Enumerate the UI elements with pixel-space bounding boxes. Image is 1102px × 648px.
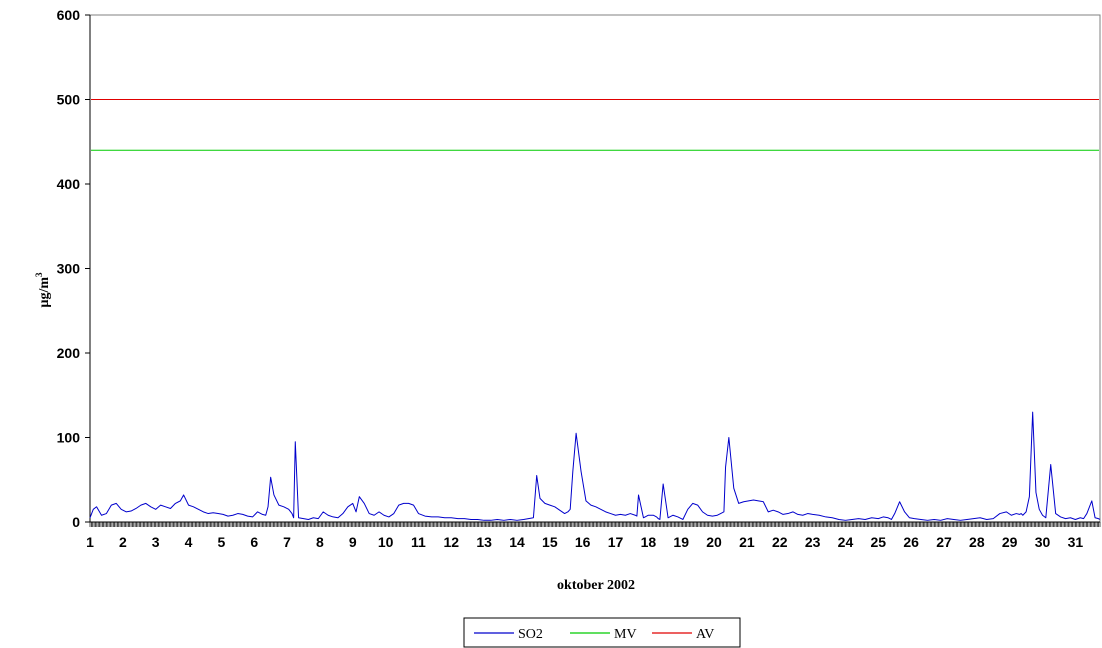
y-axis-label-main: µg/m (37, 277, 52, 308)
x-tick-label: 22 (772, 534, 788, 550)
x-tick-label: 17 (608, 534, 624, 550)
x-tick-label: 30 (1035, 534, 1051, 550)
x-tick-label: 25 (871, 534, 887, 550)
x-tick-label: 3 (152, 534, 160, 550)
series-line-so2 (89, 411, 1101, 521)
x-tick-label: 28 (969, 534, 985, 550)
x-tick-label: 15 (542, 534, 558, 550)
series-layer (89, 99, 1101, 521)
legend: SO2 MV AV (463, 617, 741, 648)
x-tick-label: 21 (739, 534, 755, 550)
x-tick-label: 6 (250, 534, 258, 550)
x-tick-label: 5 (217, 534, 225, 550)
x-axis-ticks: 1 2 3 4 5 6 7 8 9 10 11 12 13 14 15 16 17 18 19 20 21 22 23 24 2… (86, 521, 1101, 550)
y-tick-label: 600 (57, 7, 81, 23)
x-tick-label: 23 (805, 534, 821, 550)
x-tick-label: 1 (86, 534, 94, 550)
y-tick-label: 200 (57, 345, 81, 361)
x-axis-label: oktober 2002 (557, 578, 635, 593)
y-tick-label: 0 (72, 514, 80, 530)
y-tick-label: 100 (57, 430, 81, 446)
plot-border (89, 14, 1101, 523)
y-axis-label: µg/m3 (34, 272, 52, 308)
y-axis-label-superscript: 3 (34, 272, 44, 277)
x-minor-ticks (89, 522, 1101, 527)
y-tick-label: 400 (57, 176, 81, 192)
x-tick-label: 24 (838, 534, 854, 550)
x-tick-label: 7 (283, 534, 291, 550)
legend-label-av: AV (696, 627, 714, 642)
x-tick-label: 8 (316, 534, 324, 550)
y-tick-label: 500 (57, 92, 81, 108)
x-tick-label: 4 (185, 534, 193, 550)
x-tick-label: 12 (444, 534, 460, 550)
x-tick-label: 14 (509, 534, 525, 550)
legend-label-mv: MV (614, 627, 637, 642)
x-tick-label: 29 (1002, 534, 1018, 550)
x-tick-label: 2 (119, 534, 127, 550)
x-tick-label: 27 (936, 534, 952, 550)
y-axis-ticks: 0 100 200 300 400 500 600 (57, 7, 91, 530)
x-tick-label: 19 (673, 534, 689, 550)
x-tick-label: 18 (641, 534, 657, 550)
x-tick-label: 11 (411, 534, 426, 550)
plot-area (89, 14, 1101, 523)
x-tick-label: 20 (706, 534, 722, 550)
x-tick-label: 26 (903, 534, 919, 550)
legend-label-so2: SO2 (518, 627, 543, 642)
x-tick-label: 9 (349, 534, 357, 550)
x-tick-label: 10 (378, 534, 394, 550)
x-tick-label: 16 (575, 534, 591, 550)
x-tick-label: 13 (476, 534, 492, 550)
x-tick-label: 31 (1068, 534, 1084, 550)
y-tick-label: 300 (57, 261, 81, 277)
